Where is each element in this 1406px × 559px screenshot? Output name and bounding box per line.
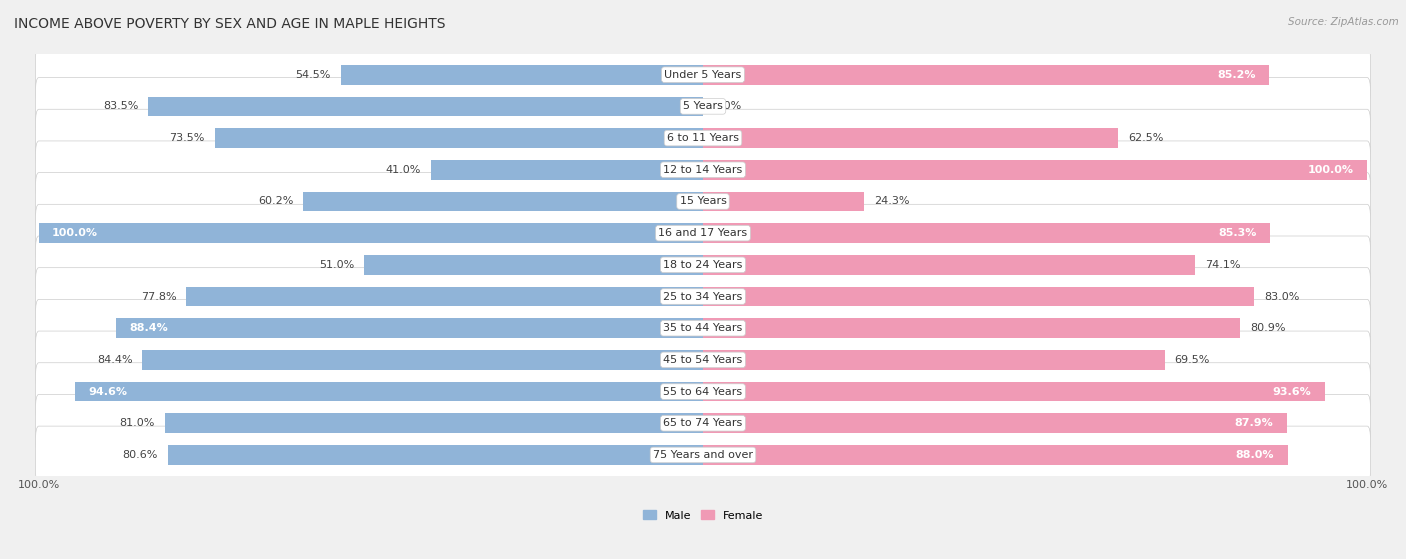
Text: 100.0%: 100.0% [52,228,98,238]
Text: 41.0%: 41.0% [385,165,420,175]
Text: 94.6%: 94.6% [89,387,127,396]
Bar [39,224,703,243]
Bar [304,192,703,211]
Bar [703,255,1195,274]
Text: Under 5 Years: Under 5 Years [665,70,741,80]
FancyBboxPatch shape [35,141,1371,198]
Bar [703,319,1240,338]
Bar [703,192,865,211]
Text: 83.5%: 83.5% [103,101,138,111]
FancyBboxPatch shape [35,331,1371,389]
Bar [148,97,703,116]
Text: 60.2%: 60.2% [257,196,292,206]
FancyBboxPatch shape [35,426,1371,484]
Text: 5 Years: 5 Years [683,101,723,111]
Text: 6 to 11 Years: 6 to 11 Years [666,133,740,143]
Bar [142,350,703,369]
Text: 88.0%: 88.0% [1236,450,1274,460]
FancyBboxPatch shape [35,173,1371,230]
Text: 45 to 54 Years: 45 to 54 Years [664,355,742,365]
Legend: Male, Female: Male, Female [643,510,763,520]
Bar [703,350,1164,369]
Text: Source: ZipAtlas.com: Source: ZipAtlas.com [1288,17,1399,27]
Bar [215,128,703,148]
FancyBboxPatch shape [35,395,1371,452]
Bar [703,287,1254,306]
Text: 100.0%: 100.0% [1308,165,1354,175]
Text: 74.1%: 74.1% [1205,260,1240,270]
FancyBboxPatch shape [35,46,1371,103]
FancyBboxPatch shape [35,300,1371,357]
FancyBboxPatch shape [35,268,1371,325]
Bar [703,160,1367,179]
FancyBboxPatch shape [35,363,1371,420]
Text: 16 and 17 Years: 16 and 17 Years [658,228,748,238]
Text: 85.3%: 85.3% [1218,228,1257,238]
Bar [703,128,1118,148]
Bar [703,65,1270,84]
Text: 0.0%: 0.0% [713,101,741,111]
Text: 54.5%: 54.5% [295,70,330,80]
Bar [75,382,703,401]
Text: INCOME ABOVE POVERTY BY SEX AND AGE IN MAPLE HEIGHTS: INCOME ABOVE POVERTY BY SEX AND AGE IN M… [14,17,446,31]
Text: 25 to 34 Years: 25 to 34 Years [664,292,742,301]
Text: 55 to 64 Years: 55 to 64 Years [664,387,742,396]
Text: 83.0%: 83.0% [1264,292,1299,301]
Text: 35 to 44 Years: 35 to 44 Years [664,323,742,333]
Bar [364,255,703,274]
Text: 65 to 74 Years: 65 to 74 Years [664,418,742,428]
Text: 84.4%: 84.4% [97,355,132,365]
Bar [703,382,1324,401]
Bar [165,414,703,433]
Bar [430,160,703,179]
Text: 81.0%: 81.0% [120,418,155,428]
Bar [115,319,703,338]
Bar [186,287,703,306]
Text: 88.4%: 88.4% [129,323,167,333]
Bar [703,414,1286,433]
Text: 51.0%: 51.0% [319,260,354,270]
Text: 77.8%: 77.8% [141,292,176,301]
Bar [703,445,1288,465]
Text: 62.5%: 62.5% [1128,133,1164,143]
Bar [703,224,1270,243]
Text: 18 to 24 Years: 18 to 24 Years [664,260,742,270]
FancyBboxPatch shape [35,205,1371,262]
Text: 85.2%: 85.2% [1218,70,1256,80]
FancyBboxPatch shape [35,236,1371,293]
Bar [167,445,703,465]
Text: 75 Years and over: 75 Years and over [652,450,754,460]
Text: 12 to 14 Years: 12 to 14 Years [664,165,742,175]
Text: 80.6%: 80.6% [122,450,157,460]
Text: 15 Years: 15 Years [679,196,727,206]
FancyBboxPatch shape [35,78,1371,135]
FancyBboxPatch shape [35,109,1371,167]
Bar [342,65,703,84]
Text: 93.6%: 93.6% [1272,387,1312,396]
Text: 73.5%: 73.5% [169,133,205,143]
Text: 80.9%: 80.9% [1250,323,1286,333]
Text: 24.3%: 24.3% [875,196,910,206]
Text: 69.5%: 69.5% [1174,355,1211,365]
Text: 87.9%: 87.9% [1234,418,1274,428]
